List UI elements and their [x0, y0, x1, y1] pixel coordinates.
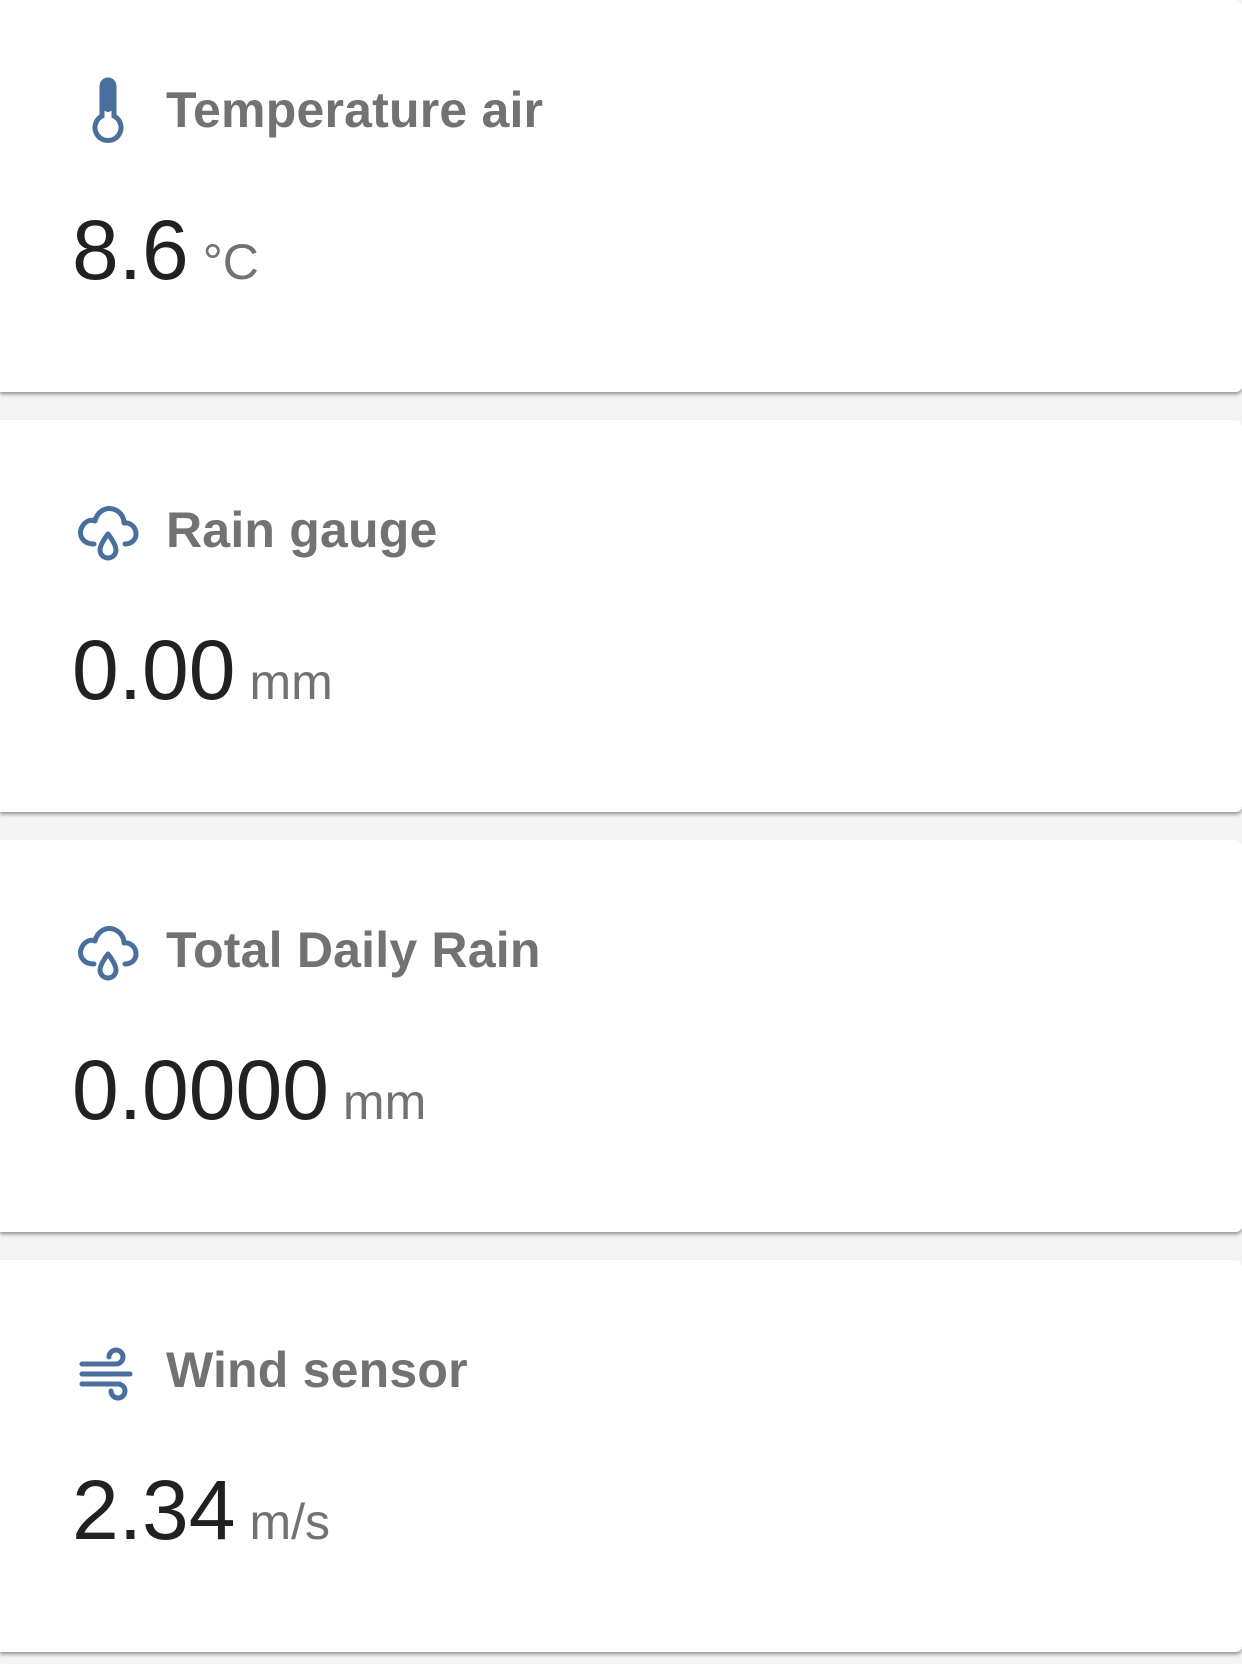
thermometer-icon	[72, 74, 144, 146]
card-reading: 8.6 °C	[72, 208, 259, 292]
sensor-card-wind-sensor[interactable]: Wind sensor 2.34 m/s	[0, 1260, 1242, 1652]
card-reading: 2.34 m/s	[72, 1468, 330, 1552]
rain-cloud-icon	[72, 914, 144, 986]
sensor-value: 8.6	[72, 203, 189, 297]
card-reading: 0.00 mm	[72, 628, 333, 712]
sensor-card-total-daily-rain[interactable]: Total Daily Rain 0.0000 mm	[0, 840, 1242, 1232]
card-header: Rain gauge	[72, 494, 437, 566]
sensor-value: 2.34	[72, 1463, 236, 1557]
card-title: Total Daily Rain	[166, 922, 541, 978]
card-header: Temperature air	[72, 74, 543, 146]
sensor-value: 0.00	[72, 623, 236, 717]
sensor-unit: mm	[342, 1074, 427, 1130]
sensor-unit: m/s	[249, 1494, 331, 1550]
card-header: Total Daily Rain	[72, 914, 541, 986]
card-title: Rain gauge	[166, 502, 438, 558]
sensor-unit: °C	[202, 234, 259, 290]
card-reading: 0.0000 mm	[72, 1048, 426, 1132]
sensor-card-rain-gauge[interactable]: Rain gauge 0.00 mm	[0, 420, 1242, 812]
sensor-unit: mm	[249, 654, 333, 710]
sensor-value: 0.0000	[72, 1043, 329, 1137]
wind-icon	[72, 1334, 144, 1406]
card-header: Wind sensor	[72, 1334, 468, 1406]
card-title: Wind sensor	[166, 1342, 468, 1398]
sensor-card-temperature-air[interactable]: Temperature air 8.6 °C	[0, 0, 1242, 392]
rain-cloud-icon	[72, 494, 144, 566]
card-title: Temperature air	[166, 82, 544, 138]
